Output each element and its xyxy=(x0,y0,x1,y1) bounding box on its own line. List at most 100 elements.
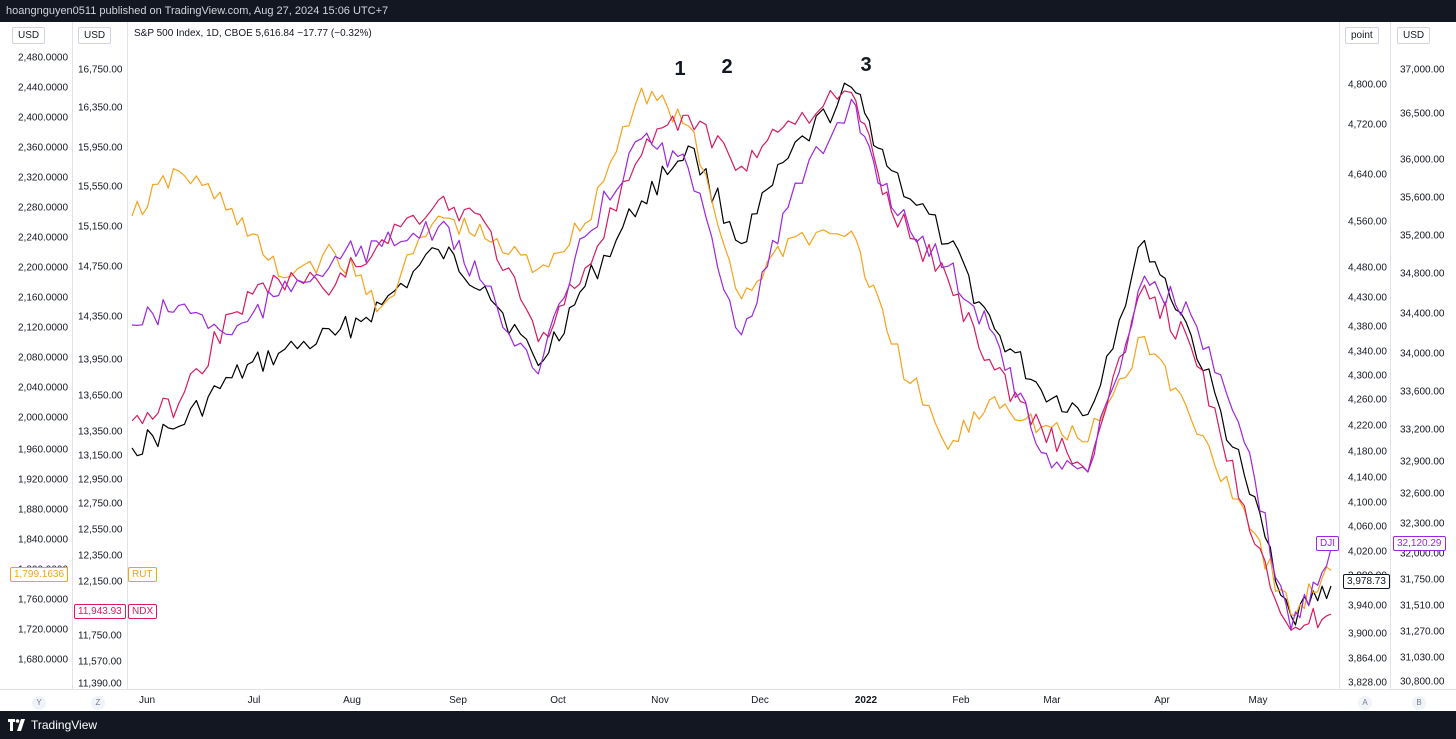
y-tick-label: 33,600.00 xyxy=(1400,386,1445,398)
y-tick-label: 4,560.00 xyxy=(1348,216,1387,228)
y-tick-label: 2,080.0000 xyxy=(18,352,69,364)
x-tick-label: Jul xyxy=(247,695,261,706)
y-tick-label: 3,900.00 xyxy=(1348,628,1387,640)
y-tick-label: 4,480.00 xyxy=(1348,262,1387,274)
y-tick-label: 13,350.00 xyxy=(78,426,123,438)
y-tick-label: 12,150.00 xyxy=(78,576,123,588)
right-inner-price-axis[interactable]: point 4,800.00 4,720.00 4,640.00 4,560.00 4,… xyxy=(1340,22,1390,711)
peak-label-2: 2 xyxy=(721,56,733,78)
y-tick-label: 2,440.0000 xyxy=(18,82,69,94)
right-outer-unit-button[interactable]: USD xyxy=(1397,27,1431,44)
tradingview-logo[interactable]: TradingView xyxy=(8,718,97,732)
y-tick-label: 32,300.00 xyxy=(1400,518,1445,530)
series-line-spx[interactable] xyxy=(131,82,1332,626)
series-line-ndx[interactable] xyxy=(131,89,1332,631)
left-inner-axis-corner[interactable]: Z xyxy=(91,696,105,710)
y-tick-label: 4,380.00 xyxy=(1348,321,1387,333)
y-tick-label: 34,400.00 xyxy=(1400,308,1445,320)
time-axis[interactable]: Y Z A B Jun Jul Aug Sep Oct Nov Dec 2022 Feb Mar A… xyxy=(0,689,1456,711)
right-outer-axis-corner[interactable]: B xyxy=(1412,696,1426,710)
right-inner-axis-corner[interactable]: A xyxy=(1358,696,1372,710)
y-tick-label: 1,840.0000 xyxy=(18,534,69,546)
axis-separator xyxy=(72,22,73,711)
x-tick-label: Dec xyxy=(751,695,769,706)
tradingview-logo-text: TradingView xyxy=(31,718,98,732)
x-tick-label: Mar xyxy=(1043,695,1061,706)
right-outer-price-axis[interactable]: USD 37,000.00 36,500.00 36,000.00 35,600.00… xyxy=(1391,22,1456,711)
y-tick-label: 31,510.00 xyxy=(1400,600,1445,612)
y-tick-label: 1,880.0000 xyxy=(18,504,69,516)
y-tick-label: 13,650.00 xyxy=(78,390,123,402)
published-header: hoangnguyen0511 published on TradingView… xyxy=(0,0,1456,22)
dji-price-tag: 32,120.29 xyxy=(1393,536,1446,551)
y-tick-label: 32,600.00 xyxy=(1400,488,1445,500)
y-tick-label: 1,680.0000 xyxy=(18,654,69,666)
x-tick-label: Oct xyxy=(550,695,566,706)
x-tick-label: Feb xyxy=(952,695,970,706)
y-tick-label: 2,160.0000 xyxy=(18,292,69,304)
series-legend[interactable]: S&P 500 Index, 1D, CBOE 5,616.84 −17.77 … xyxy=(134,28,372,39)
series-line-rut[interactable] xyxy=(131,87,1332,617)
y-tick-label: 1,760.0000 xyxy=(18,594,69,606)
y-tick-label: 14,750.00 xyxy=(78,261,123,273)
axis-separator xyxy=(1339,22,1340,711)
y-tick-label: 3,864.00 xyxy=(1348,653,1387,665)
y-tick-label: 37,000.00 xyxy=(1400,64,1445,76)
y-tick-label: 36,500.00 xyxy=(1400,108,1445,120)
y-tick-label: 4,220.00 xyxy=(1348,420,1387,432)
ndx-name-tag: NDX xyxy=(128,604,158,619)
series-line-dji[interactable] xyxy=(131,98,1332,630)
x-tick-label: Jun xyxy=(138,695,156,706)
left-outer-axis-corner[interactable]: Y xyxy=(32,696,46,710)
y-tick-label: 2,120.0000 xyxy=(18,322,69,334)
right-inner-unit-button[interactable]: point xyxy=(1345,27,1379,44)
dji-name-tag: DJI xyxy=(1316,536,1339,551)
y-tick-label: 4,180.00 xyxy=(1348,446,1387,458)
footer-bar: TradingView xyxy=(0,711,1456,739)
chart-frame: USD 2,480.0000 2,440.0000 2,400.0000 2,360.… xyxy=(0,22,1456,711)
y-tick-label: 2,200.0000 xyxy=(18,262,69,274)
y-tick-label: 4,020.00 xyxy=(1348,546,1387,558)
y-tick-label: 13,150.00 xyxy=(78,450,123,462)
left-inner-unit-button[interactable]: USD xyxy=(78,27,112,44)
y-tick-label: 31,270.00 xyxy=(1400,626,1445,638)
y-tick-label: 4,640.00 xyxy=(1348,169,1387,181)
y-tick-label: 3,940.00 xyxy=(1348,600,1387,612)
spx-price-tag: 3,978.73 xyxy=(1343,574,1390,589)
y-tick-label: 32,000.00 xyxy=(1400,548,1445,560)
y-tick-label: 31,030.00 xyxy=(1400,652,1445,664)
y-tick-label: 2,240.0000 xyxy=(18,232,69,244)
y-tick-label: 4,800.00 xyxy=(1348,79,1387,91)
left-outer-price-axis[interactable]: USD 2,480.0000 2,440.0000 2,400.0000 2,360.… xyxy=(0,22,72,711)
y-tick-label: 1,920.0000 xyxy=(18,474,69,486)
y-tick-label: 11,750.00 xyxy=(78,630,122,642)
y-tick-label: 4,060.00 xyxy=(1348,521,1387,533)
rut-name-tag: RUT xyxy=(128,567,157,582)
y-tick-label: 4,100.00 xyxy=(1348,497,1387,509)
peak-label-1: 1 xyxy=(674,58,686,80)
y-tick-label: 11,570.00 xyxy=(78,656,122,668)
x-tick-label: May xyxy=(1248,695,1268,706)
y-tick-label: 1,720.0000 xyxy=(18,624,69,636)
y-tick-label: 16,350.00 xyxy=(78,102,123,114)
y-tick-label: 15,950.00 xyxy=(78,142,123,154)
y-tick-label: 2,280.0000 xyxy=(18,202,69,214)
y-tick-label: 3,828.00 xyxy=(1348,677,1387,689)
axis-separator xyxy=(1390,22,1391,711)
ndx-price-tag: 11,943.93 xyxy=(74,604,126,619)
x-tick-label: Sep xyxy=(449,695,467,706)
y-tick-label: 35,600.00 xyxy=(1400,192,1445,204)
y-tick-label: 2,480.0000 xyxy=(18,52,69,64)
y-tick-label: 4,260.00 xyxy=(1348,394,1387,406)
peak-label-3: 3 xyxy=(860,54,872,76)
y-tick-label: 2,000.0000 xyxy=(18,412,69,424)
x-tick-label: Aug xyxy=(343,695,361,706)
y-tick-label: 33,200.00 xyxy=(1400,424,1445,436)
y-tick-label: 2,400.0000 xyxy=(18,112,69,124)
x-tick-label: Nov xyxy=(651,695,669,706)
y-tick-label: 4,300.00 xyxy=(1348,370,1387,382)
y-tick-label: 2,040.0000 xyxy=(18,382,69,394)
left-outer-unit-button[interactable]: USD xyxy=(12,27,46,44)
plot-area[interactable] xyxy=(128,22,1339,689)
y-tick-label: 4,720.00 xyxy=(1348,119,1387,131)
